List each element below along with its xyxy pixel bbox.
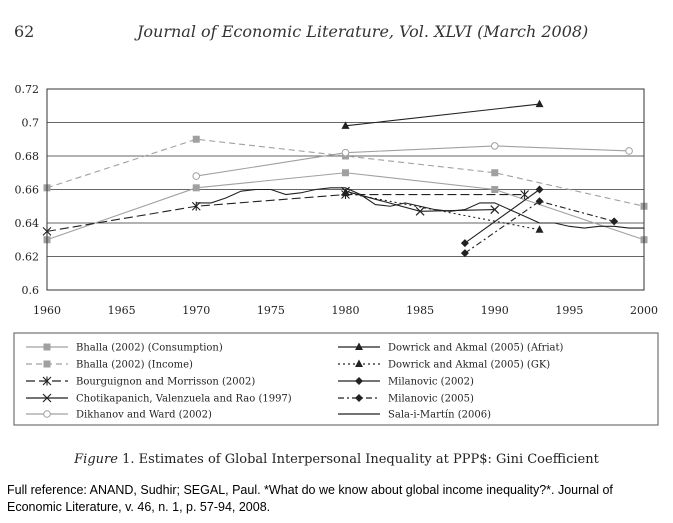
square-marker <box>192 135 200 143</box>
y-tick-label: 0.64 <box>15 217 40 230</box>
legend-item: Sala-i-Martín (2006) <box>338 410 491 421</box>
full-reference: Full reference: ANAND, Sudhir; SEGAL, Pa… <box>7 483 613 514</box>
series-line <box>196 187 644 229</box>
legend-label: Chotikapanich, Valenzuela and Rao (1997) <box>76 394 292 405</box>
series-line <box>464 200 615 254</box>
chart-legend: Bhalla (2002) (Consumption) Bhalla (2002)… <box>26 342 564 421</box>
legend-label: Milanovic (2002) <box>388 377 474 388</box>
legend-item: Bourguignon and Morrisson (2002) <box>26 376 255 388</box>
series-9 <box>460 197 619 258</box>
legend-item: Bhalla (2002) (Consumption) <box>26 343 223 354</box>
x-tick-label: 1995 <box>555 304 583 317</box>
series-line <box>196 145 630 177</box>
triangle-marker <box>535 99 544 108</box>
legend-label: Bhalla (2002) (Income) <box>76 360 193 371</box>
diamond-marker <box>355 394 363 402</box>
asterisk-marker <box>520 190 529 200</box>
figure-caption: Figure 1. Estimates of Global Interperso… <box>0 452 673 467</box>
square-marker <box>491 186 499 193</box>
circle-marker <box>625 147 633 155</box>
circle-marker <box>341 148 350 157</box>
series-4 <box>341 186 500 216</box>
series-3 <box>42 190 529 236</box>
legend-label: Milanovic (2005) <box>388 394 474 405</box>
circle-marker <box>490 142 499 150</box>
x-tick-label: 1985 <box>406 304 434 317</box>
y-tick-label: 0.62 <box>15 251 40 264</box>
square-marker <box>43 343 51 351</box>
y-tick-label: 0.66 <box>15 184 40 197</box>
x-axis-ticks: 1960 1965 1970 1975 1980 1985 1990 1995 2000 <box>33 304 658 317</box>
y-tick-label: 0.6 <box>22 284 40 297</box>
circle-marker <box>43 410 51 418</box>
legend-item: Dikhanov and Ward (2002) <box>26 410 212 421</box>
y-axis-ticks: 0.72 0.7 0.68 0.66 0.64 0.62 0.6 <box>15 83 40 297</box>
x-tick-label: 1970 <box>182 304 210 317</box>
x-tick-label: 1960 <box>33 304 61 317</box>
triangle-marker <box>355 342 363 350</box>
series-8 <box>460 185 544 248</box>
x-marker <box>415 206 425 216</box>
legend-item: Milanovic (2002) <box>338 377 474 388</box>
triangle-marker <box>535 225 544 233</box>
x-tick-label: 1965 <box>108 304 136 317</box>
asterisk-marker <box>42 376 52 386</box>
legend-item: Milanovic (2005) <box>338 394 474 405</box>
triangle-marker <box>341 188 350 196</box>
journal-header: Journal of Economic Literature, Vol. XLV… <box>137 22 589 41</box>
square-marker <box>43 360 51 368</box>
triangle-marker <box>355 359 363 367</box>
series-line <box>46 193 525 232</box>
circle-marker <box>192 172 201 180</box>
diamond-marker <box>610 217 619 226</box>
diamond-marker <box>460 239 469 248</box>
legend-item: Chotikapanich, Valenzuela and Rao (1997) <box>26 394 292 405</box>
series-10 <box>196 187 644 229</box>
legend-label: Dikhanov and Ward (2002) <box>76 410 212 421</box>
series-6 <box>341 99 544 129</box>
legend-item: Dowrick and Akmal (2005) (GK) <box>338 359 550 371</box>
series-line <box>464 189 540 244</box>
y-tick-label: 0.7 <box>22 117 40 130</box>
square-marker <box>342 169 349 177</box>
series-line <box>46 138 645 207</box>
series-line <box>345 190 495 212</box>
x-tick-label: 1975 <box>257 304 285 317</box>
legend-item: Dowrick and Akmal (2005) (Afriat) <box>338 342 564 354</box>
figure-caption-text: 1. Estimates of Global Interpersonal Ine… <box>117 452 599 467</box>
triangle-marker <box>341 121 350 129</box>
series-line <box>345 103 540 127</box>
legend-label: Bourguignon and Morrisson (2002) <box>76 377 255 388</box>
series-line <box>46 172 645 241</box>
square-marker <box>491 169 499 177</box>
legend-label: Sala-i-Martín (2006) <box>388 410 491 421</box>
x-marker <box>490 205 500 215</box>
y-tick-label: 0.72 <box>15 83 40 96</box>
x-tick-label: 2000 <box>630 304 658 317</box>
legend-label: Dowrick and Akmal (2005) (Afriat) <box>388 343 564 354</box>
square-marker <box>192 184 200 192</box>
diamond-marker <box>535 185 544 194</box>
gini-line-chart: 0.720.70.680.660.640.620.6 1960 1965 1970 1… <box>13 83 659 426</box>
diamond-marker <box>535 197 544 206</box>
series-5 <box>192 142 633 180</box>
legend-label: Dowrick and Akmal (2005) (GK) <box>388 360 550 371</box>
figure-label: Figure <box>74 452 118 467</box>
plot-frame <box>46 88 645 291</box>
x-tick-label: 1990 <box>481 304 509 317</box>
diamond-marker <box>355 377 363 385</box>
legend-label: Bhalla (2002) (Consumption) <box>76 343 223 354</box>
series-7 <box>341 188 544 233</box>
chart-series <box>42 99 648 258</box>
x-marker <box>42 393 52 403</box>
legend-box <box>13 332 659 426</box>
x-tick-label: 1980 <box>332 304 360 317</box>
page-number: 62 <box>14 22 35 41</box>
diamond-marker <box>460 249 469 258</box>
y-tick-label: 0.68 <box>15 150 40 163</box>
legend-item: Bhalla (2002) (Income) <box>26 360 193 371</box>
